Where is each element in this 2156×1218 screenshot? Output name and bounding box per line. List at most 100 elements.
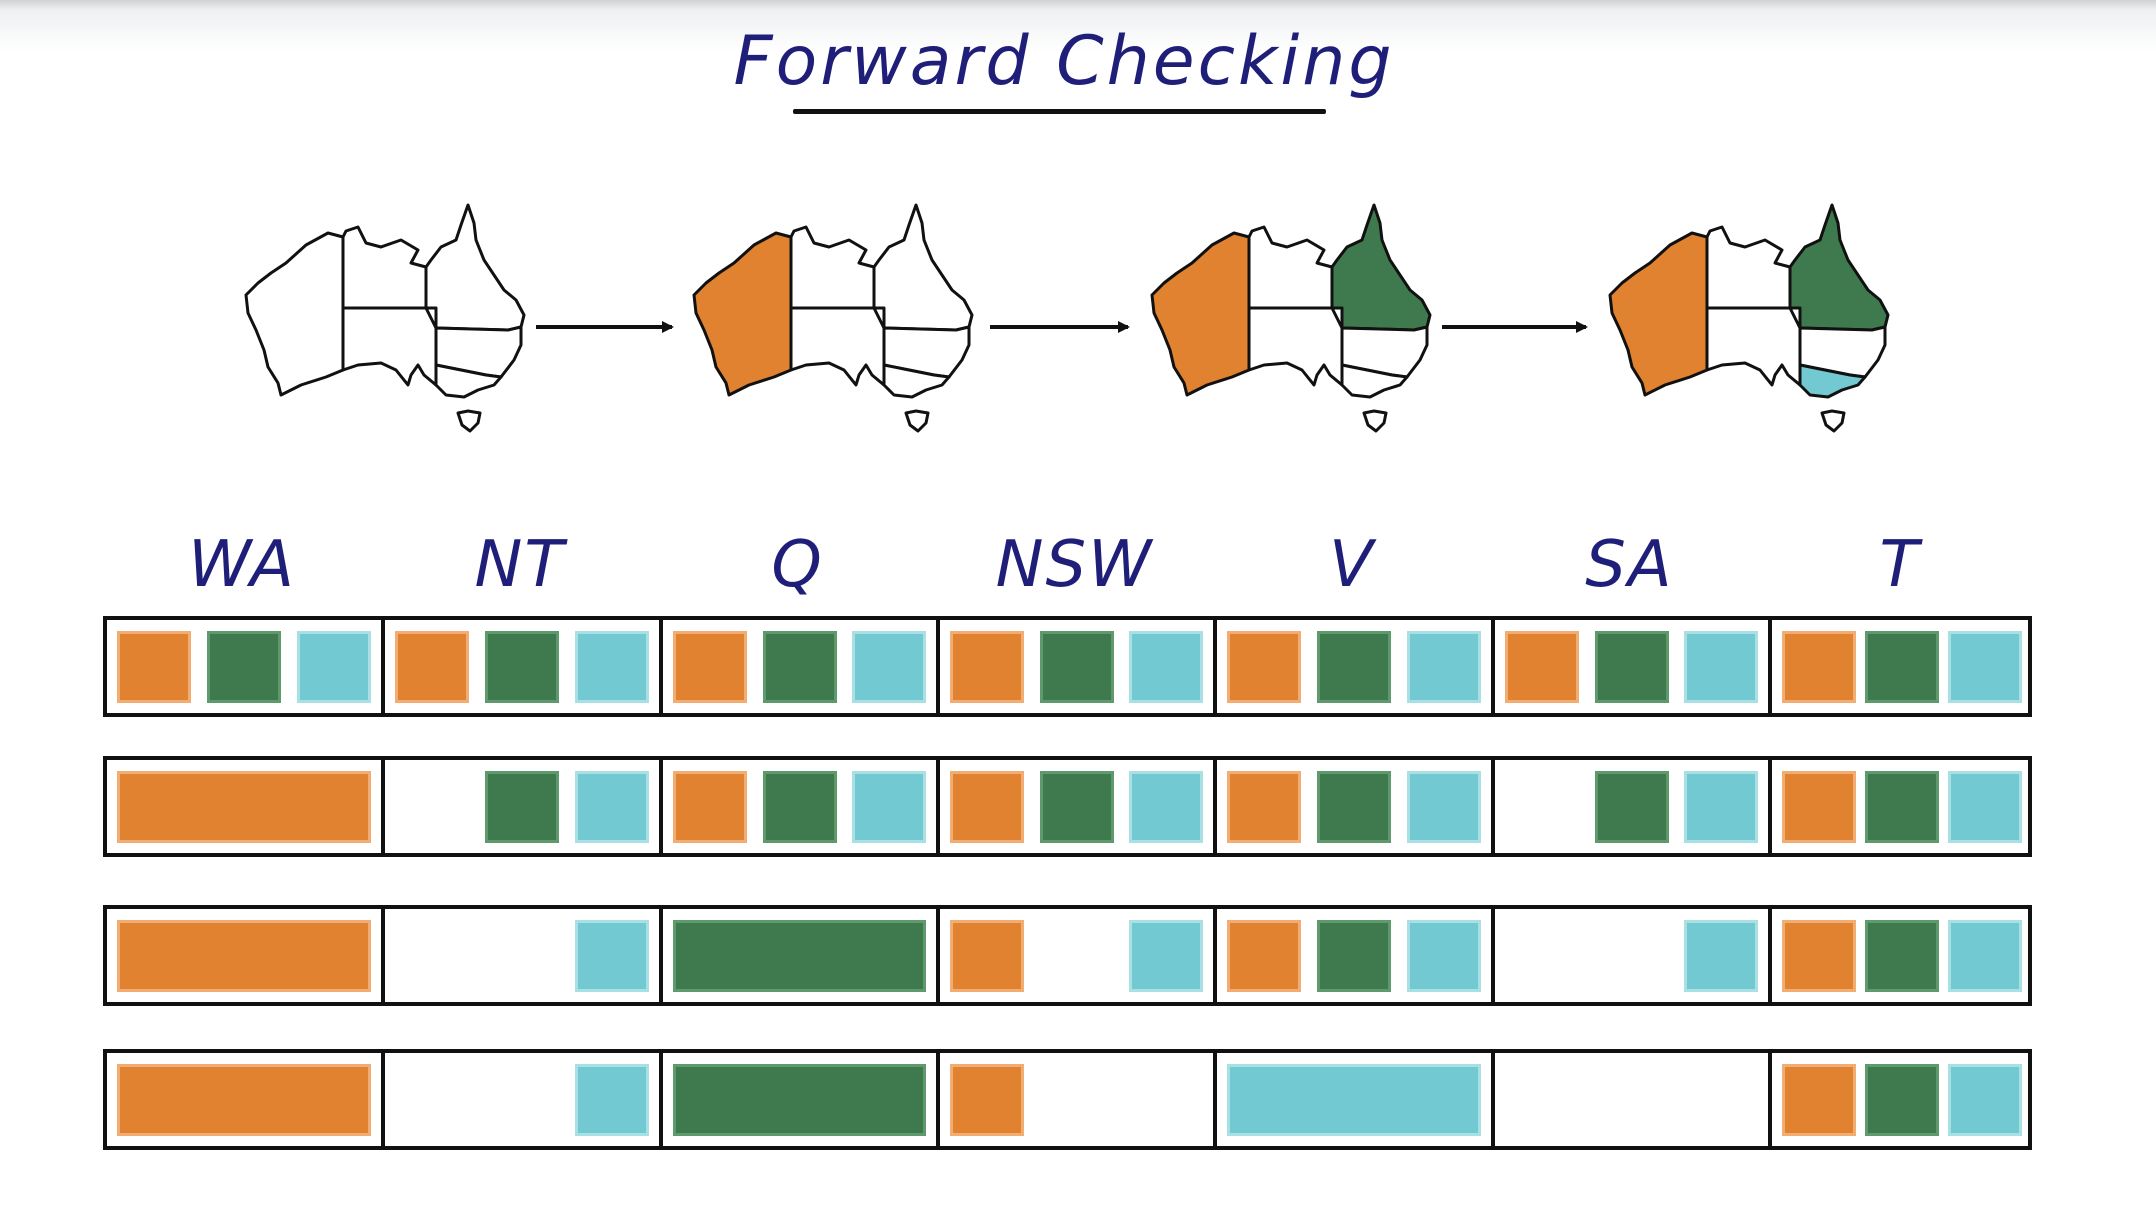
domain-blue-sa (1684, 631, 1758, 703)
domain-blue-sa (1684, 920, 1758, 992)
cell-divider (1768, 905, 1772, 1006)
domain-blue-nt (575, 920, 649, 992)
domain-orange-v (1227, 631, 1301, 703)
domain-orange-nsw (950, 631, 1024, 703)
region-t (904, 409, 930, 433)
domain-orange-t (1782, 771, 1856, 843)
domain-row-4 (103, 1049, 2032, 1150)
assigned-blue-v (1227, 1064, 1481, 1136)
domain-orange-nsw (950, 1064, 1024, 1136)
column-label-q: Q (771, 528, 824, 602)
domain-blue-t (1948, 920, 2022, 992)
region-nt (1705, 225, 1792, 310)
domain-green-t (1865, 771, 1939, 843)
cell-divider (381, 1049, 385, 1150)
domain-orange-nsw (950, 920, 1024, 992)
domain-blue-wa (297, 631, 371, 703)
domain-green-sa (1594, 631, 1669, 703)
cell-divider (936, 756, 940, 857)
column-label-v: V (1329, 528, 1375, 602)
domain-blue-q (852, 771, 926, 843)
domain-orange-v (1227, 771, 1301, 843)
region-v (434, 363, 503, 399)
domain-blue-nt (575, 631, 649, 703)
region-q (872, 203, 974, 332)
domain-blue-nsw (1129, 631, 1203, 703)
domain-blue-nt (575, 771, 649, 843)
cell-divider (1213, 756, 1217, 857)
cell-divider (659, 1049, 663, 1150)
region-t (456, 409, 482, 433)
title-underline (793, 109, 1326, 114)
region-t (1820, 409, 1846, 433)
column-label-sa: SA (1585, 528, 1674, 602)
domain-green-v (1317, 771, 1391, 843)
domain-orange-v (1227, 920, 1301, 992)
domain-orange-wa (117, 631, 191, 703)
cell-divider (1491, 616, 1495, 717)
cell-divider (381, 756, 385, 857)
domain-blue-nt (575, 1064, 649, 1136)
region-wa (1608, 231, 1709, 397)
assigned-orange-wa (117, 771, 371, 843)
domain-blue-q (852, 631, 926, 703)
domain-green-t (1865, 631, 1939, 703)
domain-blue-v (1407, 920, 1481, 992)
domain-orange-q (673, 771, 747, 843)
assigned-orange-wa (117, 920, 371, 992)
map-step-3 (1150, 203, 1432, 433)
column-label-nsw: NSW (995, 528, 1154, 602)
region-v (882, 363, 951, 399)
domain-green-v (1317, 920, 1391, 992)
domain-orange-t (1782, 1064, 1856, 1136)
domain-green-wa (207, 631, 281, 703)
map-sequence (244, 203, 1890, 433)
region-v (1340, 363, 1409, 399)
domain-blue-t (1948, 771, 2022, 843)
domain-blue-sa (1684, 771, 1758, 843)
domain-green-sa (1594, 771, 1669, 843)
domain-green-nsw (1039, 631, 1114, 703)
region-sa (789, 306, 886, 387)
domain-orange-t (1782, 631, 1856, 703)
region-sa (1247, 306, 1344, 387)
domain-green-t (1865, 920, 1939, 992)
column-label-wa: WA (188, 528, 296, 602)
column-label-t: T (1879, 528, 1921, 602)
cell-divider (1768, 616, 1772, 717)
map-step-1 (244, 203, 526, 433)
map-step-2 (692, 203, 974, 433)
domain-orange-q (673, 631, 747, 703)
cell-divider (1213, 1049, 1217, 1150)
region-nt (789, 225, 876, 310)
cell-divider (1491, 905, 1495, 1006)
top-bar (0, 0, 2156, 52)
region-q (1330, 203, 1432, 332)
domain-blue-nsw (1129, 920, 1203, 992)
region-wa (244, 231, 345, 397)
cell-divider (936, 1049, 940, 1150)
cell-divider (1213, 616, 1217, 717)
region-sa (341, 306, 438, 387)
domain-blue-v (1407, 631, 1481, 703)
region-nt (1247, 225, 1334, 310)
cell-divider (1491, 1049, 1495, 1150)
cell-divider (659, 905, 663, 1006)
domain-green-t (1865, 1064, 1939, 1136)
cell-divider (381, 905, 385, 1006)
region-wa (1150, 231, 1251, 397)
domain-green-v (1317, 631, 1391, 703)
page-title: Forward Checking (733, 22, 1395, 101)
assigned-orange-wa (117, 1064, 371, 1136)
domain-blue-nsw (1129, 771, 1203, 843)
column-label-nt: NT (474, 528, 566, 602)
cell-divider (659, 616, 663, 717)
domain-blue-t (1948, 631, 2022, 703)
cell-divider (1213, 905, 1217, 1006)
region-t (1362, 409, 1388, 433)
domain-orange-nt (395, 631, 469, 703)
domain-blue-v (1407, 771, 1481, 843)
cell-divider (936, 905, 940, 1006)
region-wa (692, 231, 793, 397)
cell-divider (1768, 756, 1772, 857)
